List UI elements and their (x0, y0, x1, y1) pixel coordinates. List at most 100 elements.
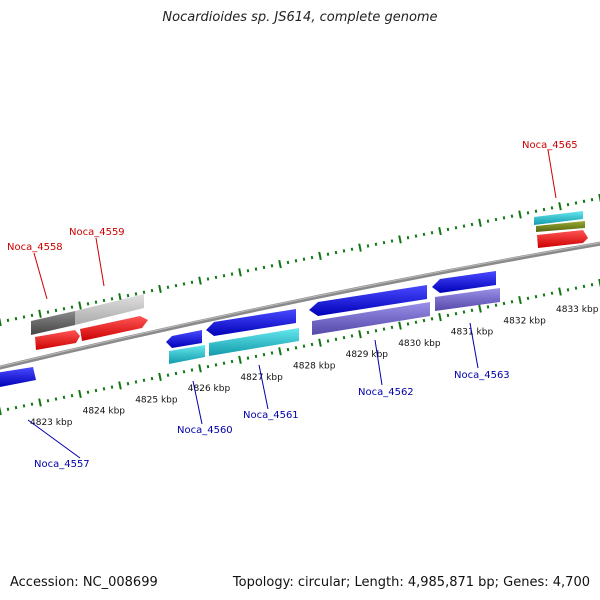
lower-tick-33 (262, 353, 266, 357)
accession-text: Accession: NC_008699 (10, 575, 158, 590)
upper-tick-71 (566, 202, 570, 207)
upper-tick-35 (278, 260, 282, 269)
lower-tick-70 (558, 287, 562, 296)
gene-arrow-noca-4565-red[interactable] (537, 230, 588, 248)
feature-block-light (75, 294, 144, 325)
map-title: Nocardioides sp. JS614, complete genome (162, 10, 438, 25)
upper-tick-52 (414, 234, 418, 238)
upper-tick-55 (438, 226, 442, 236)
genome-backbone (0, 241, 600, 370)
upper-tick-8 (62, 307, 66, 311)
upper-tick-24 (190, 280, 194, 284)
lower-tick-22 (174, 371, 178, 376)
gene-arrow-noca-4562[interactable] (309, 285, 427, 316)
upper-tick-12 (94, 300, 98, 304)
upper-tick-9 (70, 305, 74, 309)
upper-tick-6 (46, 310, 50, 314)
upper-tick-2 (14, 317, 18, 321)
gene-label-noca-4557[interactable]: Noca_4557 (34, 459, 90, 470)
upper-tick-61 (486, 219, 490, 223)
gene-arrow-noca-4563[interactable] (432, 271, 496, 293)
tick-label-4826: 4826 kbp (188, 384, 231, 394)
gene-label-noca-4558[interactable]: Noca_4558 (7, 242, 63, 253)
lower-tick-18 (142, 378, 146, 382)
lower-tick-67 (534, 294, 538, 299)
gene-label-noca-4562[interactable]: Noca_4562 (358, 387, 414, 398)
upper-tick-17 (134, 292, 138, 296)
gene-arrow-noca-4557[interactable] (0, 367, 36, 387)
upper-tick-20 (158, 284, 162, 294)
lower-tick-40 (318, 338, 322, 347)
gene-arrow-noca-4558-red[interactable] (35, 330, 80, 350)
upper-tick-0 (0, 317, 2, 327)
upper-tick-67 (534, 209, 538, 213)
tick-label-4829: 4829 kbp (346, 350, 389, 360)
lower-tick-23 (182, 370, 186, 374)
lower-tick-1 (6, 407, 10, 411)
lower-tick-49 (390, 325, 394, 330)
lower-tick-57 (454, 312, 458, 316)
gene-label-noca-4561[interactable]: Noca_4561 (243, 410, 299, 421)
upper-tick-43 (342, 249, 346, 253)
upper-tick-25 (198, 276, 202, 285)
upper-tick-58 (462, 224, 466, 228)
gene-label-noca-4559[interactable]: Noca_4559 (69, 227, 125, 238)
lower-tick-21 (166, 373, 170, 377)
upper-tick-74 (590, 197, 594, 202)
upper-tick-44 (350, 247, 354, 251)
lower-tick-27 (214, 363, 218, 367)
lower-tick-37 (294, 346, 298, 350)
tick-label-4833: 4833 kbp (556, 305, 599, 315)
upper-tick-37 (294, 259, 298, 263)
lower-tick-9 (70, 393, 74, 398)
lower-tick-11 (86, 390, 90, 394)
upper-tick-29 (230, 272, 234, 276)
upper-tick-60 (478, 218, 482, 227)
upper-tick-56 (446, 227, 450, 232)
reverse-strand-features (0, 271, 500, 387)
upper-tick-track (0, 193, 600, 327)
upper-tick-70 (558, 202, 562, 211)
upper-tick-11 (86, 302, 90, 306)
upper-tick-73 (582, 199, 586, 203)
upper-tick-50 (398, 235, 402, 244)
lower-tick-43 (342, 335, 346, 340)
upper-tick-64 (510, 214, 514, 218)
upper-tick-7 (54, 308, 58, 313)
upper-tick-42 (334, 250, 338, 255)
lower-tick-45 (358, 330, 362, 339)
upper-tick-32 (254, 267, 258, 271)
upper-tick-19 (150, 288, 154, 293)
gene-label-noca-4560[interactable]: Noca_4560 (177, 425, 233, 436)
gene-arrow-noca-4561[interactable] (206, 309, 296, 336)
tick-label-4825: 4825 kbp (135, 395, 178, 405)
lower-tick-42 (334, 337, 338, 341)
lower-tick-66 (526, 296, 530, 301)
upper-tick-59 (470, 222, 474, 227)
gene-label-noca-4565[interactable]: Noca_4565 (522, 140, 578, 151)
upper-tick-36 (286, 260, 290, 265)
lower-tick-73 (582, 284, 586, 289)
forward-strand-features (31, 211, 588, 350)
lower-tick-56 (446, 313, 450, 318)
lower-tick-35 (278, 347, 282, 356)
upper-tick-21 (166, 285, 170, 289)
lower-tick-32 (254, 354, 258, 359)
upper-tick-48 (382, 240, 386, 245)
tick-label-4823: 4823 kbp (30, 418, 73, 428)
lower-tick-17 (134, 380, 138, 384)
gene-arrow-noca-4560[interactable] (166, 330, 202, 348)
lower-tick-track (0, 278, 600, 416)
lower-tick-68 (542, 293, 546, 297)
lower-tick-39 (310, 342, 314, 347)
gene-arrow-noca-4559-red[interactable] (80, 316, 148, 341)
lower-tick-6 (46, 399, 50, 403)
gene-label-noca-4563[interactable]: Noca_4563 (454, 370, 510, 381)
lower-tick-44 (350, 334, 354, 338)
upper-tick-65 (518, 210, 522, 219)
upper-tick-57 (454, 226, 458, 230)
upper-tick-1 (6, 318, 10, 323)
upper-tick-38 (302, 257, 306, 261)
lower-tick-63 (502, 301, 506, 306)
